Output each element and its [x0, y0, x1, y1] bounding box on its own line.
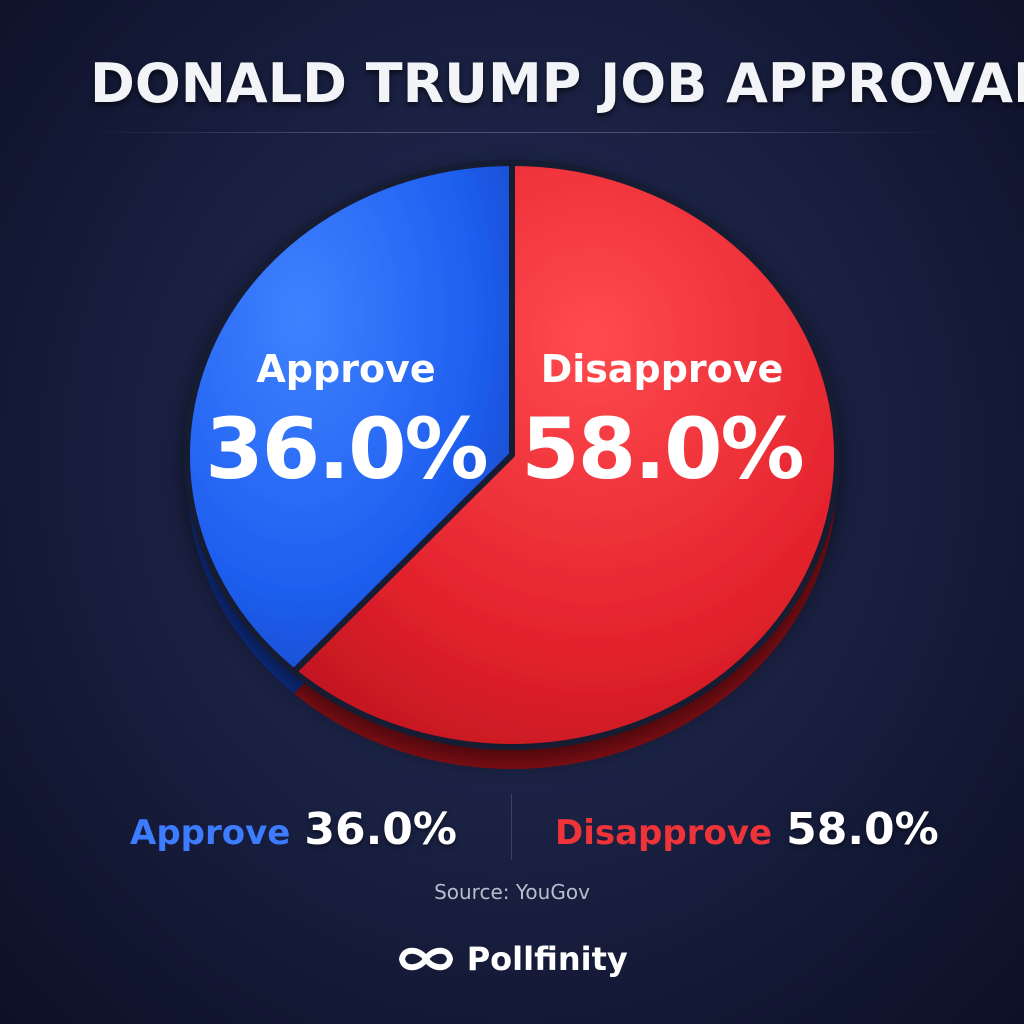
legend-divider [511, 794, 512, 860]
slice-label-disapprove: Disapprove [541, 347, 784, 391]
legend-label-disapprove: Disapprove [555, 813, 773, 853]
pie-slices [184, 160, 840, 750]
slice-label-approve: Approve [256, 347, 435, 391]
chart-title: DONALD TRUMP JOB APPROVAL [90, 52, 1024, 115]
legend-value-approve: 36.0% [304, 804, 457, 855]
pie-slice-disapprove [290, 160, 840, 750]
legend-label-approve: Approve [130, 813, 291, 853]
legend-item-approve: Approve 36.0% [130, 804, 457, 855]
slice-value-approve: 36.0% [205, 400, 486, 498]
source-note: Source: YouGov [434, 880, 590, 904]
brand-name: Pollfinity [466, 940, 628, 978]
legend-value-disapprove: 58.0% [786, 804, 939, 855]
legend: Approve 36.0% Disapprove 58.0% [0, 790, 1024, 870]
slice-value-disapprove: 58.0% [521, 400, 802, 498]
brand-logo: Pollfinity [0, 940, 1024, 978]
title-divider [80, 132, 960, 133]
pie-slice-labels: Approve 36.0% Disapprove 58.0% [205, 347, 804, 498]
legend-item-disapprove: Disapprove 58.0% [555, 804, 939, 855]
infinity-icon [399, 947, 454, 971]
pie-slice-approve [184, 160, 515, 675]
